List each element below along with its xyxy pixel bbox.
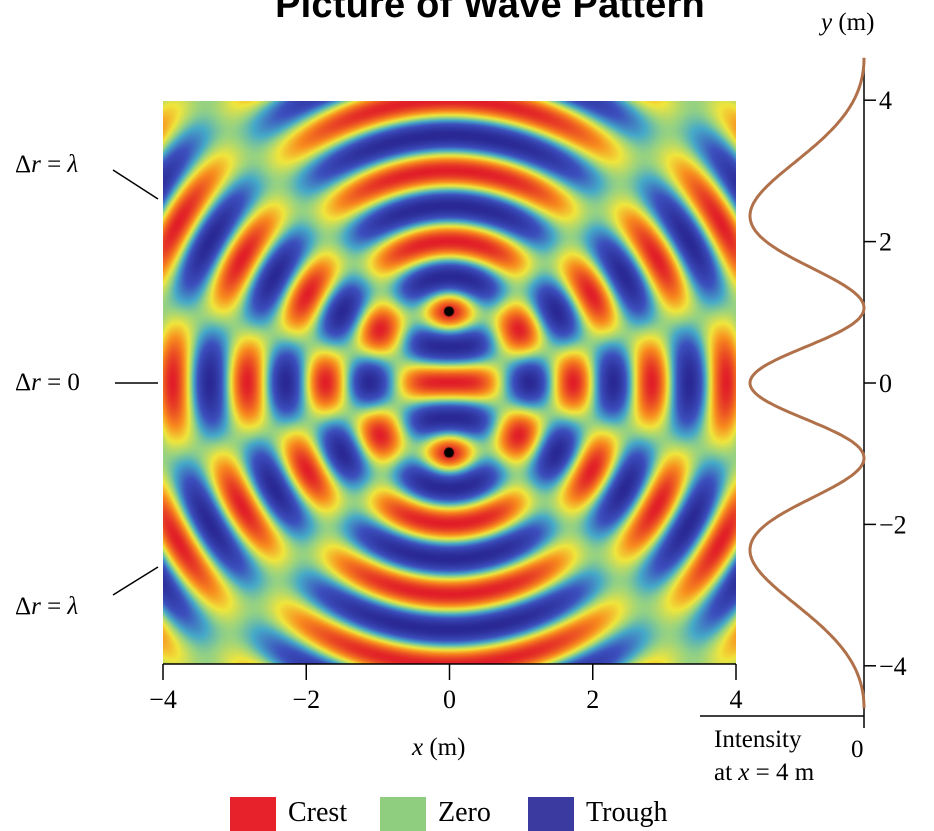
y-tick-label: −4 (879, 652, 907, 681)
legend-label-crest: Crest (288, 797, 348, 828)
y-tick-label: −2 (879, 510, 907, 539)
x-tick-label: 0 (443, 685, 456, 714)
annotation-bottom-pointer (112, 566, 159, 596)
annotation-bottom: Δr = λ (15, 593, 79, 620)
x-tick-label: 4 (730, 685, 743, 714)
wave-pattern-image (163, 101, 736, 664)
y-axis-label: y (m) (821, 9, 875, 36)
annotation-top: Δr = λ (15, 151, 79, 178)
intensity-zero-label: 0 (851, 736, 864, 763)
legend-label-zero: Zero (438, 797, 491, 828)
y-tick-label: 4 (879, 86, 892, 115)
intensity-caption-line1: Intensity (714, 726, 802, 753)
intensity-caption-line2: at x = 4 m (714, 759, 815, 786)
x-tick-label: 2 (586, 685, 599, 714)
annotation-top-pointer (112, 169, 159, 200)
x-ticks: −4 −2 0 2 4 (149, 664, 743, 714)
intensity-curve (748, 57, 866, 709)
legend-label-trough: Trough (586, 797, 668, 828)
y-ticks: 4 2 0 −2 −4 (864, 86, 907, 681)
page-title: Picture of Wave Pattern (275, 0, 705, 26)
x-tick-label: −4 (149, 685, 177, 714)
legend-swatch-crest (230, 797, 276, 831)
legend-swatch-trough (528, 797, 574, 831)
legend-swatch-zero (380, 797, 426, 831)
y-tick-label: 0 (879, 369, 892, 398)
y-tick-label: 2 (879, 228, 892, 257)
x-axis-label: x (m) (412, 734, 466, 761)
x-tick-label: −2 (292, 685, 320, 714)
annotation-middle: Δr = 0 (15, 369, 80, 396)
